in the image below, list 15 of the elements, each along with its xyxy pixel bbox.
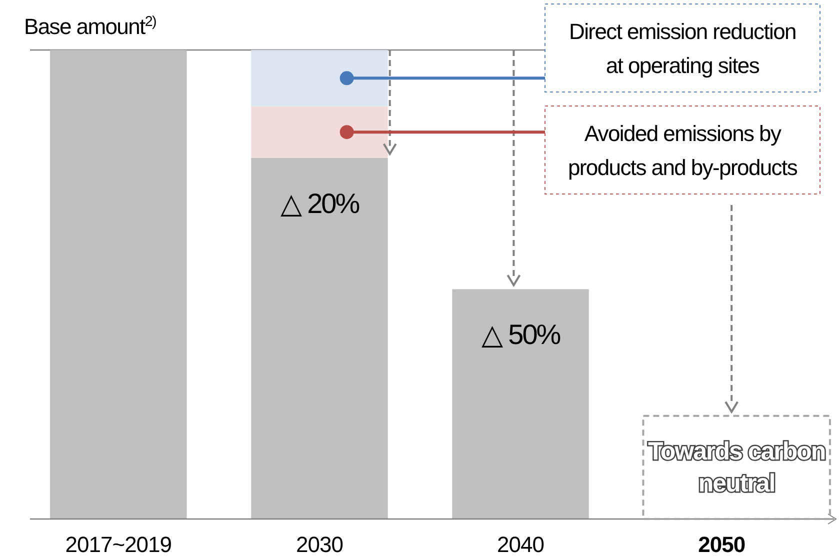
text: Direct emission reduction at operating sites (569, 19, 796, 78)
bar (452, 289, 589, 519)
bar (50, 50, 187, 519)
ref-line-label: Base amount$^{2)}$ (24, 14, 156, 39)
x-tick-label: 2030 (296, 532, 344, 557)
annotation: △ 50% (481, 319, 560, 350)
annotation: △ 20% (280, 188, 360, 219)
text: Avoided emissions by products and by-products (568, 121, 798, 180)
x-tick-label: 2040 (497, 532, 544, 557)
bar (251, 106, 388, 158)
bar (251, 158, 388, 519)
x-tick-label: 2017~2019 (65, 532, 172, 557)
annotation: Towards carbon neutral (648, 437, 826, 498)
bar (251, 50, 388, 106)
x-tick-label: 2050 (698, 532, 746, 557)
